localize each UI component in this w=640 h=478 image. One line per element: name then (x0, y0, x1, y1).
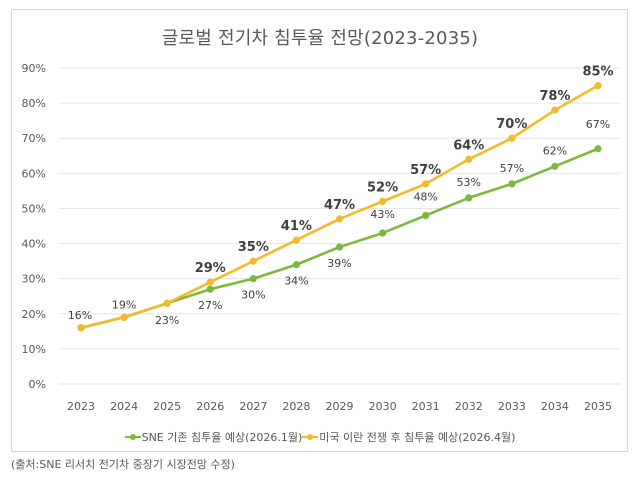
data-label-war: 16% (68, 309, 92, 322)
y-tick-label: 50% (22, 202, 46, 215)
data-label-war: 78% (539, 89, 570, 104)
data-label-sne: 57% (500, 162, 524, 175)
data-label-sne: 30% (241, 289, 265, 302)
data-point-war (292, 236, 301, 244)
data-point-sne (551, 162, 559, 170)
data-label-sne: 43% (370, 208, 394, 221)
data-point-war (335, 215, 344, 223)
data-label-war: 52% (367, 180, 398, 195)
data-point-war (249, 257, 257, 265)
series-line-sne (80, 147, 599, 330)
legend-swatch-yellow (302, 433, 319, 441)
data-label-war: 85% (582, 65, 613, 80)
y-tick-label: 10% (22, 343, 46, 356)
x-tick-label: 2031 (412, 400, 440, 413)
x-tick-label: 2023 (67, 400, 95, 413)
data-label-war: 19% (112, 298, 136, 311)
data-label-sne: 67% (586, 118, 610, 131)
data-label-sne: 62% (543, 144, 567, 157)
y-tick-label: 40% (22, 238, 46, 251)
data-point-war (422, 180, 430, 188)
x-tick-label: 2025 (153, 400, 181, 413)
data-point-war (594, 81, 602, 90)
data-label-war: 23% (155, 314, 179, 327)
data-label-war: 64% (453, 138, 484, 153)
legend-item-sne: SNE 기존 침투율 예상(2026.1월) (124, 429, 303, 445)
legend-item-war: 미국 이란 전쟁 후 침투율 예상(2026.4월) (302, 429, 515, 445)
data-point-war (206, 278, 214, 286)
chart-frame (11, 9, 628, 452)
y-tick-label: 70% (22, 132, 46, 145)
y-tick-label: 20% (22, 308, 46, 321)
x-tick-label: 2024 (110, 400, 138, 413)
data-point-sne (508, 180, 516, 188)
x-tick-label: 2035 (584, 400, 612, 413)
y-tick-label: 60% (22, 167, 46, 180)
data-label-war: 35% (238, 240, 269, 255)
data-label-sne: 53% (457, 176, 481, 189)
data-label-sne: 27% (198, 299, 222, 312)
source-footnote: (출처:SNE 리서치 전기차 중장기 시장전망 수정) (11, 458, 235, 471)
data-label-war: 70% (496, 117, 527, 132)
x-tick-label: 2033 (498, 400, 526, 413)
x-tick-label: 2030 (369, 400, 397, 413)
data-point-sne (335, 243, 344, 251)
data-point-war (120, 313, 128, 321)
y-tick-label: 90% (22, 62, 46, 75)
data-point-sne (292, 261, 301, 269)
data-point-war (508, 134, 516, 142)
data-point-war (163, 299, 171, 307)
data-point-sne (422, 211, 430, 220)
data-point-sne (465, 194, 473, 202)
y-tick-label: 80% (22, 97, 46, 110)
data-point-sne (594, 145, 602, 153)
data-label-war: 57% (410, 163, 441, 178)
data-label-sne: 34% (284, 275, 308, 288)
legend-label: SNE 기존 침투율 예상(2026.1월) (141, 431, 303, 444)
data-label-war: 29% (195, 261, 226, 276)
data-point-war (77, 324, 85, 332)
data-point-sne (378, 229, 387, 237)
x-tick-label: 2028 (282, 400, 310, 413)
y-tick-label: 0% (29, 378, 46, 391)
legend-swatch-green (124, 433, 141, 441)
legend-label: 미국 이란 전쟁 후 침투율 예상(2026.4월) (319, 431, 516, 444)
y-tick-label: 30% (22, 273, 46, 286)
data-label-sne: 39% (327, 257, 351, 270)
x-tick-label: 2026 (196, 400, 224, 413)
data-point-war (465, 155, 473, 163)
data-point-sne (206, 285, 214, 293)
data-point-war (551, 106, 559, 114)
data-point-war (378, 197, 387, 206)
x-tick-label: 2032 (455, 400, 483, 413)
data-point-sne (249, 275, 257, 283)
data-label-sne: 48% (413, 190, 437, 203)
legend: SNE 기존 침투율 예상(2026.1월) 미국 이란 전쟁 후 침투율 예상… (0, 429, 640, 445)
chart-title: 글로벌 전기차 침투율 전망(2023-2035) (161, 28, 479, 49)
data-label-war: 47% (324, 198, 355, 213)
data-label-war: 41% (281, 219, 312, 234)
x-tick-label: 2034 (541, 400, 569, 413)
x-tick-label: 2029 (326, 400, 354, 413)
x-tick-label: 2027 (239, 400, 267, 413)
